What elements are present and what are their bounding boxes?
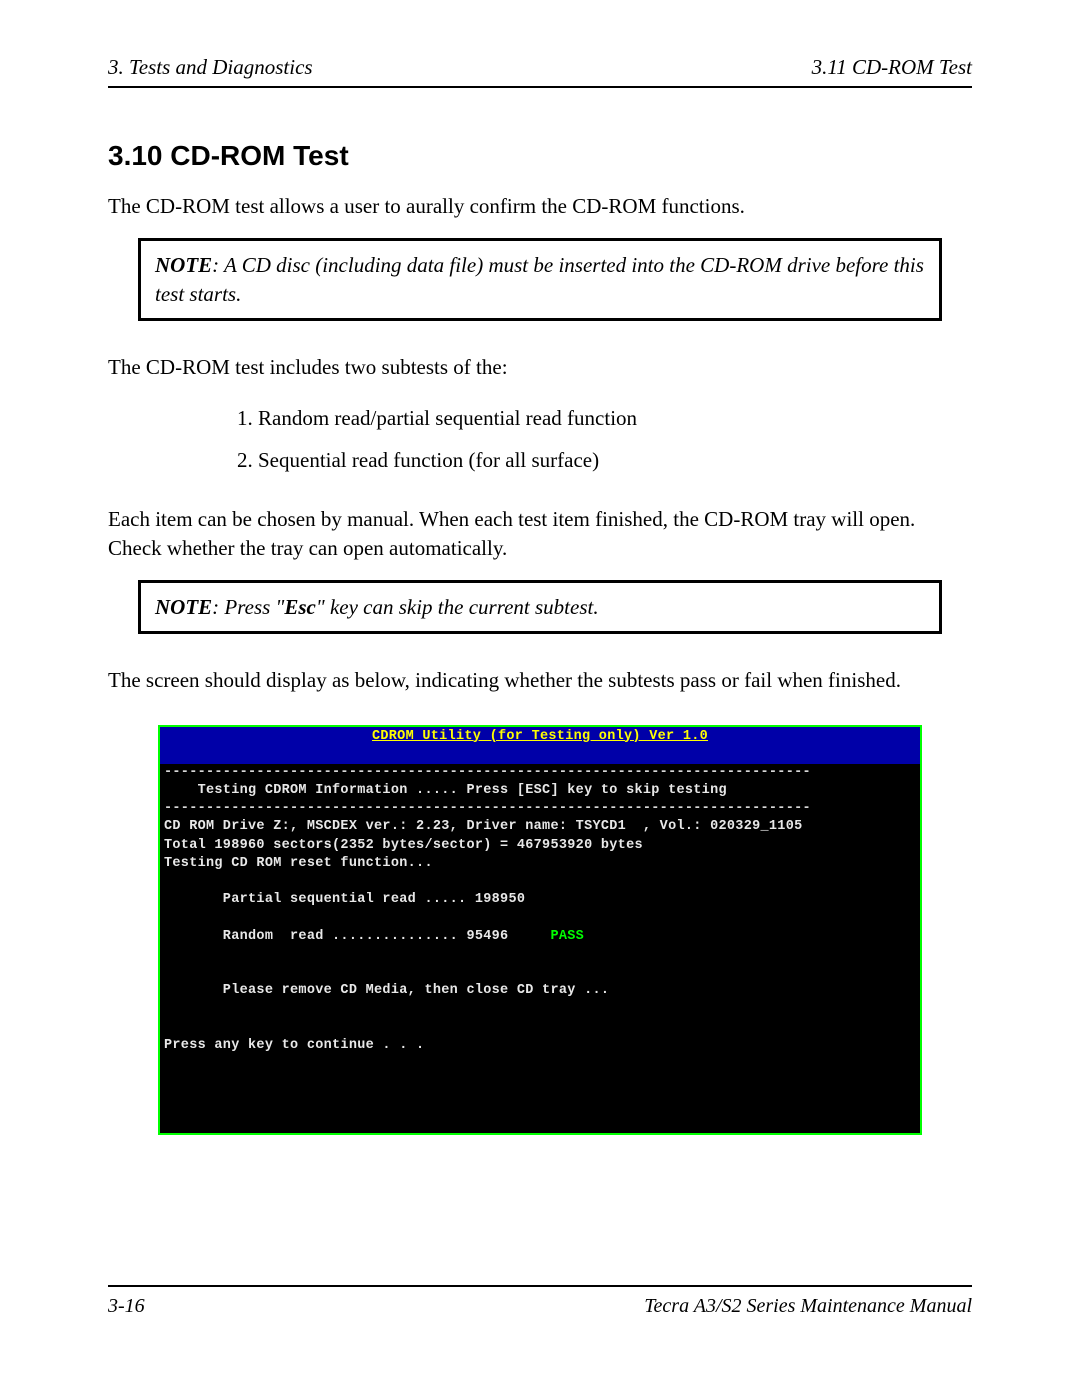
page-content: 3. Tests and Diagnostics 3.11 CD-ROM Tes… — [108, 55, 972, 1135]
screen-intro: The screen should display as below, indi… — [108, 666, 972, 694]
after-list-paragraph: Each item can be chosen by manual. When … — [108, 505, 972, 562]
term-press: Press any key to continue . . . — [164, 1038, 424, 1053]
subtest-list: Random read/partial sequential read func… — [258, 399, 972, 481]
term-dash: ----------------------------------------… — [164, 801, 811, 816]
note-prefix: : Press " — [212, 595, 284, 619]
list-item: Sequential read function (for all surfac… — [258, 441, 972, 481]
note-box-1: NOTE: A CD disc (including data file) mu… — [138, 238, 942, 321]
term-drive: CD ROM Drive Z:, MSCDEX ver.: 2.23, Driv… — [164, 819, 803, 834]
footer-page-number: 3-16 — [108, 1295, 145, 1318]
terminal-bluebar — [160, 747, 920, 764]
term-total: Total 198960 sectors(2352 bytes/sector) … — [164, 838, 643, 853]
note-box-2: NOTE: Press "Esc" key can skip the curre… — [138, 580, 942, 634]
page-header: 3. Tests and Diagnostics 3.11 CD-ROM Tes… — [108, 55, 972, 88]
term-remove: Please remove CD Media, then close CD tr… — [164, 983, 609, 998]
term-info: Testing CDROM Information ..... Press [E… — [164, 783, 727, 798]
term-random-prefix: Random read ............... 95496 — [164, 929, 550, 944]
footer-manual-title: Tecra A3/S2 Series Maintenance Manual — [644, 1295, 972, 1318]
intro-paragraph: The CD-ROM test allows a user to aurally… — [108, 192, 972, 220]
term-pass: PASS — [550, 929, 584, 944]
subtest-intro: The CD-ROM test includes two subtests of… — [108, 353, 972, 381]
header-left: 3. Tests and Diagnostics — [108, 55, 313, 80]
note-text: : A CD disc (including data file) must b… — [155, 253, 924, 305]
term-dash: ----------------------------------------… — [164, 765, 811, 780]
terminal-title: CDROM Utility (for Testing only) Ver 1.0 — [160, 727, 920, 747]
header-right: 3.11 CD-ROM Test — [812, 55, 972, 80]
term-reset: Testing CD ROM reset function... — [164, 856, 433, 871]
note-key: Esc — [284, 595, 316, 619]
note-suffix: " key can skip the current subtest. — [316, 595, 599, 619]
terminal-body: ----------------------------------------… — [160, 764, 920, 1056]
note-label: NOTE — [155, 595, 212, 619]
term-partial: Partial sequential read ..... 198950 — [164, 892, 525, 907]
note-label: NOTE — [155, 253, 212, 277]
list-item: Random read/partial sequential read func… — [258, 399, 972, 439]
terminal-screenshot: CDROM Utility (for Testing only) Ver 1.0… — [158, 725, 922, 1135]
page-footer: 3-16 Tecra A3/S2 Series Maintenance Manu… — [108, 1285, 972, 1318]
section-title: 3.10 CD-ROM Test — [108, 140, 972, 172]
